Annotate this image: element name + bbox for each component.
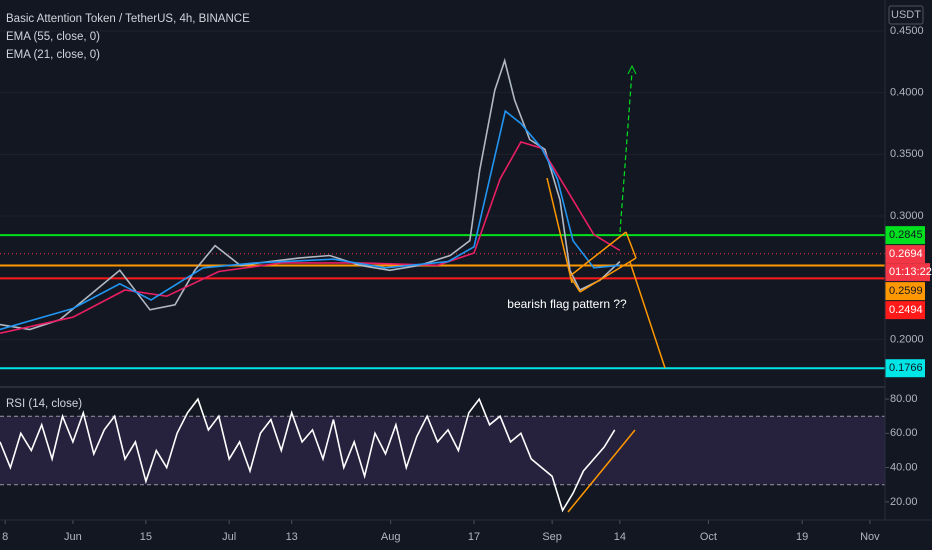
y-tick-label: 0.3500 bbox=[890, 148, 924, 160]
flag-pole bbox=[546, 177, 573, 284]
y-tick-label: 80.00 bbox=[890, 393, 918, 405]
x-tick-label: Sep bbox=[542, 531, 562, 543]
flag-drawing bbox=[546, 177, 666, 513]
target-arrow bbox=[629, 261, 666, 369]
series-line bbox=[0, 57, 621, 331]
series-line bbox=[0, 109, 620, 331]
axis-unit: USDT bbox=[891, 9, 921, 21]
y-tick-label: 0.4500 bbox=[890, 25, 924, 37]
price-label: 0.2599 bbox=[889, 285, 923, 297]
x-tick-label: 14 bbox=[614, 531, 626, 543]
x-tick-label: Jun bbox=[64, 531, 82, 543]
ema21-legend: EMA (21, close, 0) bbox=[6, 49, 100, 61]
y-tick-label: 0.2000 bbox=[890, 333, 924, 345]
annotation: bearish flag pattern ?? bbox=[507, 297, 627, 311]
series-line bbox=[0, 397, 616, 513]
bull-arrow bbox=[619, 71, 633, 233]
unit-box bbox=[888, 5, 924, 25]
rsi-trendline bbox=[567, 429, 636, 513]
countdown-box bbox=[885, 263, 930, 282]
y-tick-label: 20.00 bbox=[890, 496, 918, 508]
y-tick-label: 60.00 bbox=[890, 427, 918, 439]
x-tick-label: 13 bbox=[286, 531, 298, 543]
x-tick-label: Oct bbox=[700, 531, 717, 543]
x-tick-label: Nov bbox=[860, 531, 880, 543]
price-label: 0.2494 bbox=[889, 304, 923, 316]
y-tick-label: 0.3000 bbox=[890, 210, 924, 222]
x-tick-label: 17 bbox=[468, 531, 480, 543]
price-label-box bbox=[885, 245, 925, 264]
flag-edge bbox=[569, 275, 581, 293]
flag-edge bbox=[625, 231, 637, 259]
series-line bbox=[0, 141, 621, 334]
price-label-box bbox=[885, 301, 925, 320]
x-tick-label: Aug bbox=[381, 531, 401, 543]
price-label-box bbox=[885, 359, 925, 378]
ema55-legend: EMA (55, close, 0) bbox=[6, 31, 100, 43]
price-label-box bbox=[885, 282, 925, 301]
x-tick-label: 15 bbox=[140, 531, 152, 543]
flag-top bbox=[569, 231, 627, 277]
bull-arrow-head bbox=[627, 64, 637, 75]
price-label: 0.1766 bbox=[889, 362, 923, 374]
price-label: 0.2845 bbox=[889, 229, 923, 241]
symbol-title: Basic Attention Token / TetherUS, 4h, BI… bbox=[6, 13, 250, 25]
x-tick-label: 19 bbox=[796, 531, 808, 543]
plot-layer: 0.20000.25000.30000.35000.40000.45000.28… bbox=[0, 25, 932, 543]
flag-bottom bbox=[579, 257, 637, 293]
rsi-title: RSI (14, close) bbox=[6, 398, 82, 410]
y-tick-label: 40.00 bbox=[890, 461, 918, 473]
countdown: 01:13:22 bbox=[889, 266, 932, 278]
x-tick-label: Jul bbox=[222, 531, 236, 543]
price-label: 0.2694 bbox=[889, 248, 923, 260]
x-tick-label: 8 bbox=[2, 531, 8, 543]
y-tick-label: 0.4000 bbox=[890, 87, 924, 99]
rsi-band bbox=[0, 416, 885, 485]
price-label-box bbox=[885, 226, 925, 245]
